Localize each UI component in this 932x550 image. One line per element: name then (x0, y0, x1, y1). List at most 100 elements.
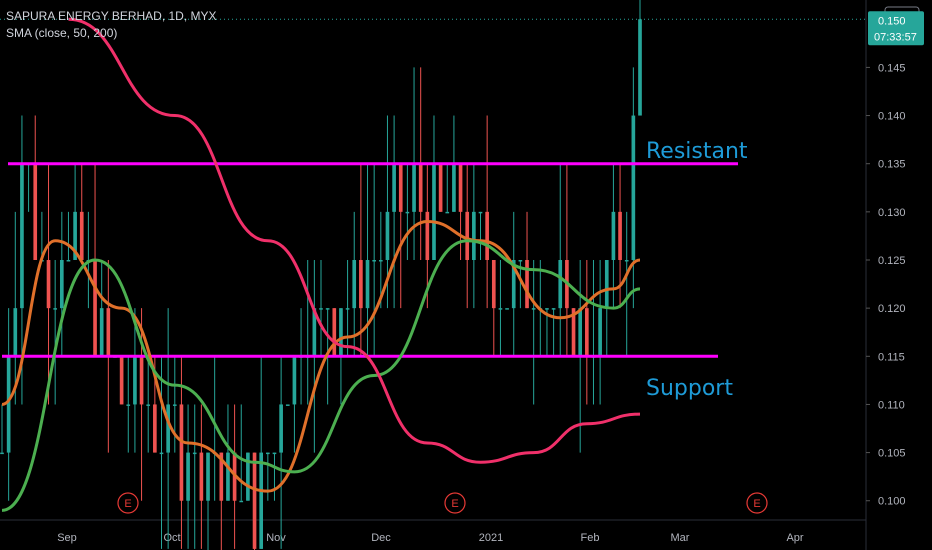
candle-body (478, 211, 483, 214)
candle-body (585, 308, 589, 357)
candle-body (79, 211, 84, 260)
price-tick-label: 0.145 (878, 62, 906, 74)
candle-body (418, 163, 423, 212)
candle-body (179, 404, 184, 501)
candle-body (166, 404, 170, 453)
candle-body (239, 500, 244, 503)
candle-body (452, 163, 456, 212)
candle-body (66, 260, 71, 262)
candle-body (624, 260, 629, 262)
candle-body (106, 308, 111, 357)
candle-body (206, 452, 210, 501)
candle-body (472, 211, 476, 260)
candle-body (246, 452, 250, 501)
price-tick-label: 0.100 (878, 496, 906, 508)
candle-body (146, 404, 151, 406)
earnings-marker-label: E (451, 498, 458, 510)
indicator-label: SMA (close, 50, 200) (6, 26, 118, 40)
candle-body (611, 211, 616, 260)
candle-body (226, 452, 230, 501)
earnings-marker-label: E (124, 498, 131, 510)
candle-body (604, 260, 609, 309)
candle-body (33, 163, 38, 260)
candle-body (598, 308, 602, 357)
candle-body (359, 260, 363, 309)
candle-body (172, 404, 177, 406)
candle-body (292, 356, 297, 405)
candle-body (345, 308, 350, 310)
candle-body (13, 308, 18, 357)
candle-body (511, 260, 516, 309)
candle-body (272, 452, 277, 455)
candle-body (352, 260, 357, 309)
candle-body (551, 308, 556, 310)
time-tick-label: Nov (266, 532, 286, 544)
price-tick-label: 0.115 (878, 351, 905, 363)
candle-body (0, 452, 4, 455)
candle-body (438, 163, 443, 212)
candle-body (425, 211, 430, 260)
price-tick-label: 0.120 (878, 303, 906, 315)
candle-body (93, 260, 97, 357)
candle-body (432, 163, 436, 260)
candle-body (465, 211, 470, 260)
earnings-marker[interactable] (444, 492, 466, 514)
candle-body (505, 308, 509, 310)
support-label: Support (646, 376, 733, 401)
candle-body (53, 308, 57, 310)
candle-body (252, 452, 257, 549)
candle-body (578, 308, 583, 357)
candle-body (319, 308, 323, 310)
candle-body (186, 452, 190, 501)
candle-body (392, 163, 396, 212)
candle-body (372, 260, 376, 262)
candle-body (571, 308, 576, 357)
candle-body (20, 163, 24, 309)
candle-body (133, 356, 137, 405)
candle-body (638, 19, 642, 116)
candle-body (126, 404, 131, 406)
candle-body (192, 452, 197, 455)
candle-body (458, 163, 463, 212)
sma-line-2 (68, 17, 641, 464)
candle-body (73, 211, 77, 260)
candle-body (139, 356, 144, 405)
candle-body (558, 260, 563, 309)
candle-body (219, 452, 224, 501)
time-tick-label: Oct (163, 532, 180, 544)
candle-body (525, 260, 529, 309)
candle-body (378, 260, 383, 262)
sma-line-0 (1, 219, 641, 493)
candle-body (618, 211, 622, 260)
candle-body (405, 211, 410, 214)
candle-body (518, 260, 523, 262)
resistant-label: Resistant (646, 139, 748, 164)
candle-body (498, 308, 503, 310)
earnings-marker[interactable] (746, 492, 768, 514)
candle-body (59, 260, 64, 309)
earnings-marker[interactable] (117, 492, 139, 514)
time-tick-label: Dec (371, 532, 391, 544)
time-tick-label: Mar (671, 532, 690, 544)
price-tick-label: 0.110 (878, 399, 905, 411)
time-tick-label: 2021 (479, 532, 503, 544)
candle-body (445, 211, 450, 214)
candle-body (259, 452, 264, 549)
candle-body (398, 163, 403, 212)
chart-legend: SAPURA ENERGY BERHAD, 1D, MYX SMA (close… (6, 8, 217, 42)
candle-body (412, 163, 416, 212)
time-tick-label: Apr (786, 532, 803, 544)
candle-body (385, 211, 390, 260)
price-tick-label: 0.140 (878, 111, 906, 123)
candle-body (199, 452, 204, 501)
candle-body (279, 404, 283, 453)
price-tick-label: 0.125 (878, 255, 906, 267)
candle-body (285, 404, 290, 406)
time-tick-label: Feb (581, 532, 600, 544)
candle-body (325, 308, 330, 310)
candle-body (365, 260, 370, 309)
candle-body (312, 308, 317, 357)
symbol-title: SAPURA ENERGY BERHAD, 1D, MYX (6, 9, 217, 23)
